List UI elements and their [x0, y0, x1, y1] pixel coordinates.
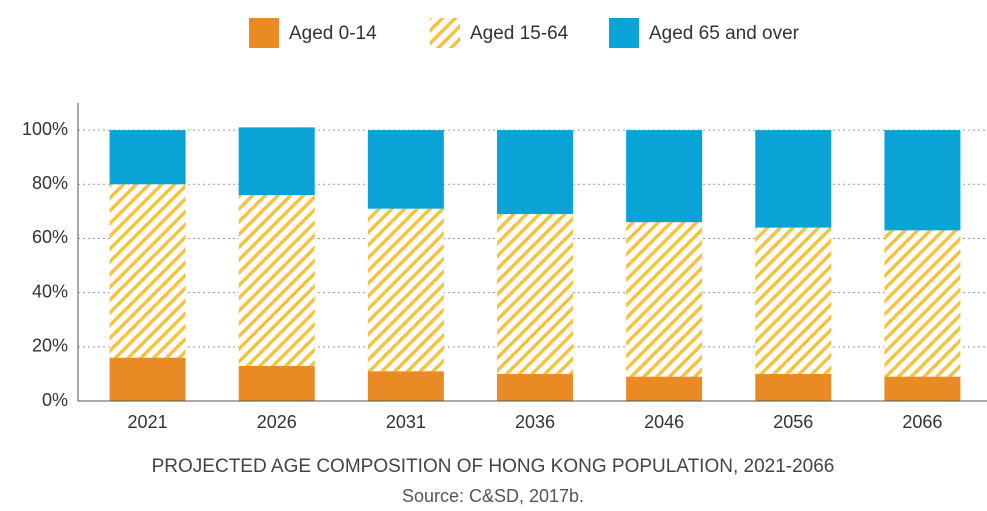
bar-segment [238, 127, 315, 196]
chart-source: Source: C&SD, 2017b. [402, 486, 584, 506]
bar-segment [884, 230, 961, 377]
x-tick-label: 2056 [773, 412, 813, 432]
bar-segment [755, 373, 832, 401]
bar-segment [497, 373, 573, 401]
legend-swatch [249, 18, 279, 48]
x-tick-label: 2036 [515, 412, 555, 432]
bar-segment [367, 130, 444, 209]
legend-swatch [609, 18, 639, 48]
bar-segment [238, 195, 315, 366]
y-tick-label: 20% [32, 336, 68, 356]
x-tick-label: 2066 [902, 412, 942, 432]
x-tick-label: 2031 [386, 412, 426, 432]
x-tick-label: 2026 [257, 412, 297, 432]
legend-swatch [430, 18, 460, 48]
bar-segment [884, 376, 961, 401]
legend-label: Aged 0-14 [289, 23, 377, 44]
bar-segment [367, 208, 444, 372]
y-tick-label: 100% [22, 119, 68, 139]
x-tick-label: 2046 [644, 412, 684, 432]
y-tick-label: 40% [32, 281, 68, 301]
bar-segment [367, 371, 444, 401]
bar-segment [626, 222, 703, 377]
bar-segment [109, 130, 186, 185]
bar-segment [497, 214, 573, 374]
bar-segment [109, 357, 186, 401]
legend-label: Aged 65 and over [649, 23, 800, 44]
bar-segment [626, 376, 703, 401]
bar-segment [755, 227, 832, 374]
x-tick-label: 2021 [128, 412, 168, 432]
bar-segment [497, 130, 573, 215]
y-tick-label: 0% [42, 390, 68, 410]
chart-title: PROJECTED AGE COMPOSITION OF HONG KONG P… [152, 456, 835, 477]
y-tick-label: 80% [32, 173, 68, 193]
y-tick-label: 60% [32, 227, 68, 247]
bar-segment [109, 184, 186, 358]
bar-segment [755, 130, 832, 228]
bar-segment [626, 130, 703, 223]
bar-segment [238, 365, 315, 401]
legend-label: Aged 15-64 [470, 23, 569, 44]
bar-segment [884, 130, 961, 231]
